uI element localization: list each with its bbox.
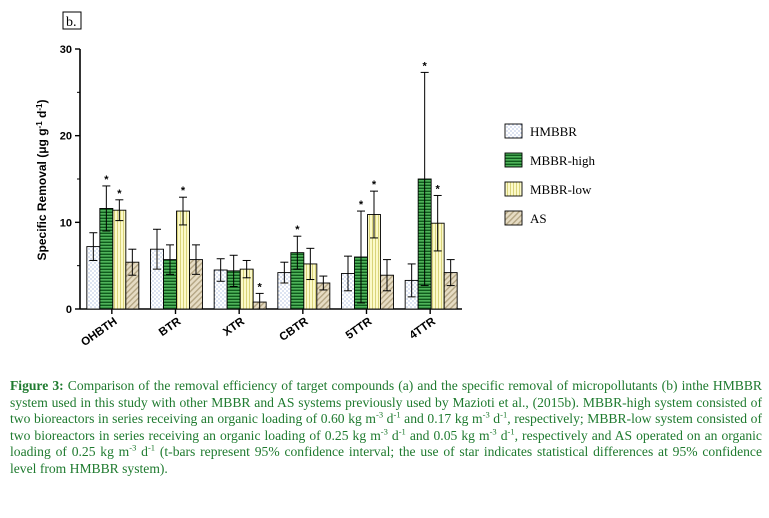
y-tick-label: 30 [60,44,72,56]
legend: HMBBR MBBR-high MBBR-low AS [504,123,596,226]
y-tick-label: 20 [60,131,72,143]
x-tick-label: 4TTR [407,315,438,342]
significance-star: * [372,179,377,191]
bar-mbbr-low-ohbth [112,209,127,310]
legend-swatch-as [504,210,523,226]
significance-star: * [423,60,428,72]
y-tick-label: 10 [60,217,72,229]
significance-star: * [181,185,186,197]
y-tick-label: 0 [66,304,72,316]
caption-text: Comparison of the removal efficiency of … [10,378,762,476]
x-tick-label: CBTR [277,315,311,344]
legend-label-as: AS [530,211,547,226]
significance-star: * [436,183,441,195]
bar-mbbr-low-btr [176,210,190,310]
figure-caption: Figure 3: Comparison of the removal effi… [10,378,762,478]
legend-label-mbbr-low: MBBR-low [530,182,592,197]
significance-star: * [104,174,109,186]
significance-star: * [117,188,122,200]
x-tick-label: XTR [221,315,247,338]
panel-label: b. [66,15,77,30]
significance-star: * [295,224,300,236]
significance-star: * [258,281,263,293]
y-axis-title: Specific Removal (μg g-1 d-1) [35,100,49,261]
legend-swatch-mbbr-high [504,152,523,168]
legend-swatch-hmbbr [504,123,523,139]
legend-label-hmbbr: HMBBR [530,124,577,139]
x-tick-label: 5TTR [344,315,375,342]
x-tick-label: OHBTH [79,316,119,349]
caption-lead: Figure 3: [10,378,64,393]
bars: * * * * * * * * * [86,60,458,310]
significance-star: * [359,199,364,211]
chart: b. Specific Removal (μg g-1 d-1) 0 10 20 30… [35,11,596,349]
legend-swatch-mbbr-low [504,181,523,197]
panel-label-box [62,11,82,30]
x-tick-label: BTR [157,315,184,339]
legend-label-mbbr-high: MBBR-high [530,153,596,168]
